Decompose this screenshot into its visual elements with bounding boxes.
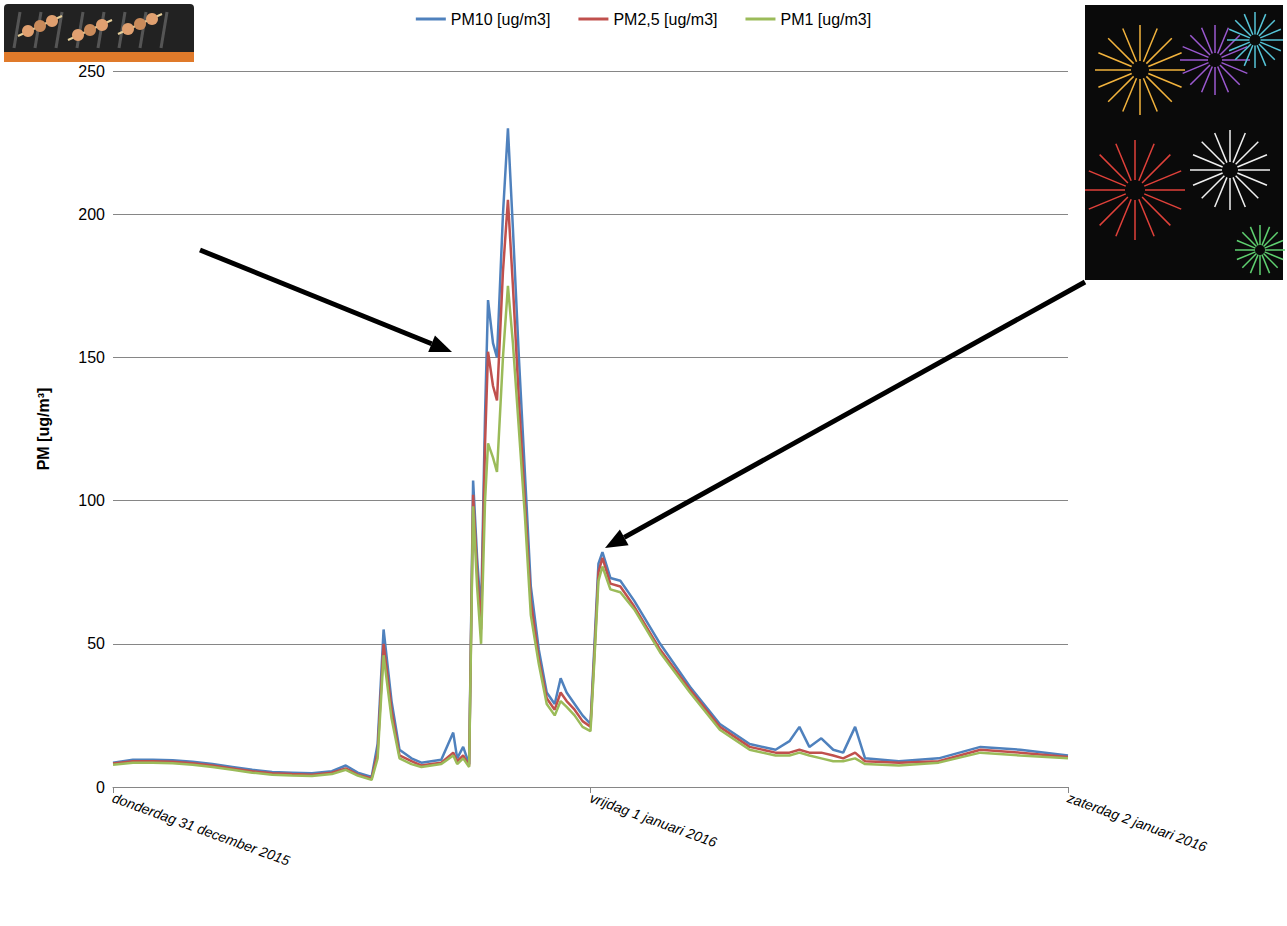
svg-text:PM1 [ug/m3]: PM1 [ug/m3] — [780, 11, 871, 28]
svg-text:PM2,5 [ug/m3]: PM2,5 [ug/m3] — [613, 11, 717, 28]
svg-text:PM [ug/m³]: PM [ug/m³] — [35, 388, 52, 471]
svg-text:donderdag 31 december 2015: donderdag 31 december 2015 — [110, 789, 292, 868]
svg-text:200: 200 — [78, 206, 105, 223]
svg-text:0: 0 — [96, 779, 105, 796]
svg-text:zaterdag 2 januari 2016: zaterdag 2 januari 2016 — [1064, 789, 1209, 855]
svg-text:vrijdag 1 januari 2016: vrijdag 1 januari 2016 — [588, 789, 719, 850]
svg-text:250: 250 — [78, 63, 105, 80]
svg-text:100: 100 — [78, 492, 105, 509]
svg-text:PM10 [ug/m3]: PM10 [ug/m3] — [451, 11, 551, 28]
svg-text:50: 50 — [87, 635, 105, 652]
svg-text:150: 150 — [78, 349, 105, 366]
